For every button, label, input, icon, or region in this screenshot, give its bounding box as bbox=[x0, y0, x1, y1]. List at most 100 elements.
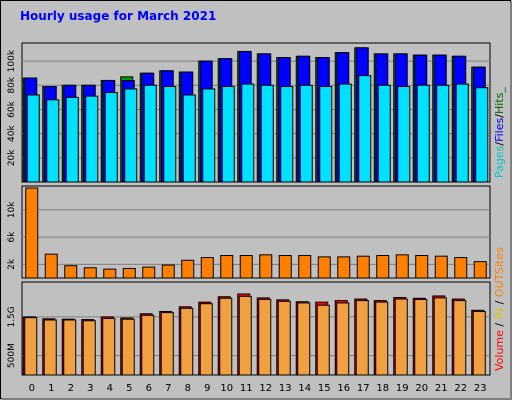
bar-sites-sites-12 bbox=[259, 254, 273, 279]
bar-hits-pages-22 bbox=[455, 83, 469, 183]
bar-volume-out-9 bbox=[199, 303, 213, 376]
xtick-label-8: 8 bbox=[185, 383, 191, 394]
xtick-label-7: 7 bbox=[165, 383, 171, 394]
side-label-part: Sites bbox=[493, 247, 506, 274]
bar-sites-sites-9 bbox=[200, 257, 214, 279]
chart-border-shadow-bottom bbox=[2, 398, 512, 400]
xtick-label-19: 19 bbox=[396, 383, 409, 394]
bar-hits-pages-4 bbox=[104, 92, 118, 183]
side-label-part: OUT bbox=[493, 273, 506, 297]
bar-volume-out-14 bbox=[297, 302, 311, 376]
bar-volume-out-18 bbox=[375, 301, 389, 376]
bar-volume-out-5 bbox=[121, 318, 135, 376]
xtick-label-16: 16 bbox=[337, 383, 350, 394]
chart-border-shadow-right bbox=[510, 2, 512, 400]
bar-hits-pages-2 bbox=[65, 96, 79, 183]
bar-sites-sites-20 bbox=[415, 255, 429, 279]
panel-hits-ytick-label: 20k bbox=[7, 149, 17, 166]
xtick-label-18: 18 bbox=[376, 383, 389, 394]
xtick-label-23: 23 bbox=[474, 383, 487, 394]
side-label-part: Files bbox=[493, 117, 506, 141]
panel-volume-ytick-label: 1.5G bbox=[7, 306, 17, 327]
bar-sites-sites-5 bbox=[122, 267, 136, 279]
bar-hits-pages-3 bbox=[85, 95, 99, 183]
side-label-part: / bbox=[493, 114, 506, 118]
xtick-label-1: 1 bbox=[48, 383, 54, 394]
bar-volume-out-12 bbox=[258, 298, 272, 376]
bar-hits-pages-18 bbox=[377, 84, 391, 183]
bar-volume-out-15 bbox=[316, 304, 330, 376]
side-label-part: / bbox=[493, 297, 506, 308]
bar-hits-pages-13 bbox=[280, 86, 294, 183]
bar-sites-sites-21 bbox=[434, 255, 448, 279]
xtick-label-5: 5 bbox=[126, 383, 132, 394]
bar-sites-sites-4 bbox=[103, 268, 117, 279]
bar-sites-sites-14 bbox=[298, 255, 312, 279]
panel-sites-ytick-label: 10k bbox=[7, 201, 17, 218]
panel-sites-plot-area bbox=[21, 185, 491, 279]
panel-sites-ytick-label: 2k bbox=[7, 258, 17, 270]
bar-hits-pages-12 bbox=[260, 84, 274, 183]
bar-hits-pages-23 bbox=[475, 87, 489, 183]
side-label-part: Volume bbox=[493, 330, 506, 371]
bar-sites-sites-6 bbox=[142, 266, 156, 279]
bar-volume-out-2 bbox=[63, 319, 77, 376]
side-label-part: IN bbox=[493, 308, 506, 319]
xtick-label-11: 11 bbox=[240, 383, 253, 394]
bar-volume-out-16 bbox=[336, 302, 350, 376]
bar-volume-out-20 bbox=[414, 298, 428, 376]
bar-volume-out-4 bbox=[102, 317, 116, 376]
bar-sites-sites-2 bbox=[64, 265, 78, 279]
panel-hits-side-label: Pages/Files/Hits_ bbox=[493, 87, 506, 178]
bar-hits-pages-16 bbox=[338, 83, 352, 183]
bar-sites-sites-11 bbox=[239, 255, 253, 279]
xtick-label-22: 22 bbox=[454, 383, 467, 394]
panel-sites-side-label: Sites bbox=[493, 247, 506, 274]
bar-hits-pages-15 bbox=[319, 86, 333, 183]
bar-sites-sites-15 bbox=[317, 256, 331, 279]
bar-sites-sites-10 bbox=[220, 255, 234, 279]
bar-hits-pages-8 bbox=[182, 94, 196, 183]
bar-hits-pages-6 bbox=[143, 84, 157, 183]
panel-volume-ytick-label: 500M bbox=[7, 343, 17, 368]
panel-hits-ytick-label: 80k bbox=[7, 76, 17, 93]
xtick-label-10: 10 bbox=[220, 383, 233, 394]
xtick-label-15: 15 bbox=[318, 383, 331, 394]
bar-hits-pages-17 bbox=[358, 75, 372, 183]
panel-volume-plot-area bbox=[21, 281, 491, 376]
side-label-part: / bbox=[493, 319, 506, 330]
bar-volume-out-23 bbox=[472, 310, 486, 376]
bar-hits-pages-0 bbox=[26, 94, 40, 183]
bar-hits-pages-9 bbox=[202, 88, 216, 183]
bar-hits-pages-7 bbox=[163, 86, 177, 183]
bar-sites-sites-7 bbox=[161, 264, 175, 279]
bar-volume-out-1 bbox=[43, 319, 57, 376]
panel-hits-ytick-label: 40k bbox=[7, 125, 17, 142]
bar-sites-sites-8 bbox=[181, 259, 195, 279]
panel-sites-ytick-label: 6k bbox=[7, 231, 17, 243]
bar-volume-out-13 bbox=[277, 300, 291, 376]
panel-volume-side-label: Volume / IN / OUT bbox=[493, 273, 506, 371]
chart-title: Hourly usage for March 2021 bbox=[20, 9, 216, 23]
bar-volume-out-22 bbox=[453, 300, 467, 376]
bar-sites-sites-1 bbox=[44, 253, 58, 279]
bar-volume-out-11 bbox=[238, 295, 252, 376]
xtick-label-21: 21 bbox=[435, 383, 448, 394]
bar-volume-out-0 bbox=[24, 317, 38, 376]
bar-sites-sites-19 bbox=[395, 254, 409, 279]
bar-sites-sites-22 bbox=[454, 257, 468, 279]
bar-hits-pages-14 bbox=[299, 84, 313, 183]
bar-sites-sites-23 bbox=[473, 261, 487, 279]
bar-hits-pages-10 bbox=[221, 86, 235, 183]
bar-hits-pages-1 bbox=[46, 99, 60, 183]
side-label-part: Hits_ bbox=[493, 87, 506, 114]
panel-volume: 500M 1.5G Volume / IN / OUT bbox=[7, 273, 506, 376]
bar-hits-pages-19 bbox=[397, 86, 411, 183]
xtick-label-14: 14 bbox=[298, 383, 311, 394]
panel-hits-ytick-label: 100k bbox=[7, 49, 17, 72]
xtick-label-13: 13 bbox=[279, 383, 292, 394]
xtick-label-3: 3 bbox=[87, 383, 93, 394]
panel-hits-plot-area bbox=[21, 42, 491, 183]
bar-volume-out-19 bbox=[394, 298, 408, 376]
